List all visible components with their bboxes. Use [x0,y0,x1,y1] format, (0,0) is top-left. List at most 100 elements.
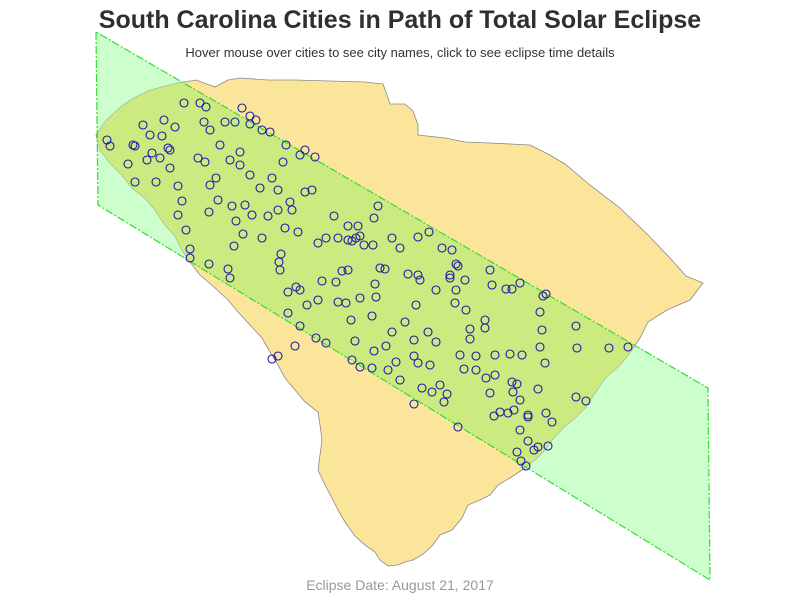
city-marker[interactable] [173,210,183,220]
city-marker[interactable] [273,185,283,195]
city-marker[interactable] [295,150,305,160]
city-marker[interactable] [516,456,526,466]
city-marker[interactable] [387,327,397,337]
city-marker[interactable] [145,130,155,140]
city-marker[interactable] [490,350,500,360]
city-marker[interactable] [547,417,557,427]
city-marker[interactable] [278,157,288,167]
city-marker[interactable] [295,285,305,295]
city-marker[interactable] [215,140,225,150]
city-marker[interactable] [451,285,461,295]
city-marker[interactable] [509,405,519,415]
city-marker[interactable] [445,273,455,283]
city-marker[interactable] [165,163,175,173]
city-marker[interactable] [424,227,434,237]
city-marker[interactable] [572,343,582,353]
city-marker[interactable] [307,185,317,195]
city-marker[interactable] [235,147,245,157]
city-marker[interactable] [571,321,581,331]
city-marker[interactable] [437,243,447,253]
city-marker[interactable] [367,311,377,321]
city-marker[interactable] [138,120,148,130]
city-marker[interactable] [179,98,189,108]
city-marker[interactable] [417,383,427,393]
city-marker[interactable] [290,341,300,351]
city-marker[interactable] [529,445,539,455]
city-marker[interactable] [480,323,490,333]
city-marker[interactable] [147,148,157,158]
city-marker[interactable] [543,441,553,451]
city-marker[interactable] [490,370,500,380]
city-marker[interactable] [310,152,320,162]
city-marker[interactable] [375,263,385,273]
city-marker[interactable] [442,389,452,399]
city-marker[interactable] [204,207,214,217]
city-marker[interactable] [185,253,195,263]
city-marker[interactable] [170,122,180,132]
city-marker[interactable] [461,305,471,315]
city-marker[interactable] [355,293,365,303]
city-marker[interactable] [369,213,379,223]
city-marker[interactable] [368,240,378,250]
city-marker[interactable] [623,342,633,352]
city-marker[interactable] [413,232,423,242]
city-marker[interactable] [321,233,331,243]
city-marker[interactable] [413,270,423,280]
city-marker[interactable] [341,298,351,308]
city-marker[interactable] [535,307,545,317]
city-marker[interactable] [177,196,187,206]
city-marker[interactable] [453,422,463,432]
city-marker[interactable] [281,140,291,150]
city-marker[interactable] [459,364,469,374]
city-marker[interactable] [391,357,401,367]
city-marker[interactable] [503,408,513,418]
city-marker[interactable] [151,177,161,187]
city-marker[interactable] [383,365,393,375]
city-marker[interactable] [540,358,550,368]
city-marker[interactable] [415,275,425,285]
city-marker[interactable] [450,298,460,308]
city-marker[interactable] [508,387,518,397]
city-marker[interactable] [451,259,461,269]
city-marker[interactable] [423,327,433,337]
city-marker[interactable] [227,201,237,211]
city-marker[interactable] [102,135,112,145]
city-marker[interactable] [267,354,277,364]
city-marker[interactable] [331,277,341,287]
city-marker[interactable] [439,397,449,407]
city-marker[interactable] [523,436,533,446]
city-marker[interactable] [350,336,360,346]
city-marker[interactable] [359,240,369,250]
city-marker[interactable] [157,131,167,141]
city-marker[interactable] [230,117,240,127]
city-marker[interactable] [313,295,323,305]
city-marker[interactable] [300,145,310,155]
city-marker[interactable] [213,195,223,205]
city-marker[interactable] [142,155,152,165]
city-marker[interactable] [302,300,312,310]
city-marker[interactable] [515,395,525,405]
city-marker[interactable] [237,103,247,113]
city-marker[interactable] [205,125,215,135]
city-marker[interactable] [409,399,419,409]
city-marker[interactable] [293,227,303,237]
city-marker[interactable] [387,233,397,243]
city-marker[interactable] [395,375,405,385]
city-marker[interactable] [229,241,239,251]
city-marker[interactable] [521,461,531,471]
city-marker[interactable] [435,380,445,390]
city-marker[interactable] [255,183,265,193]
city-marker[interactable] [581,396,591,406]
city-marker[interactable] [223,264,233,274]
city-marker[interactable] [311,333,321,343]
city-marker[interactable] [128,140,138,150]
city-marker[interactable] [517,350,527,360]
city-marker[interactable] [280,223,290,233]
city-marker[interactable] [130,177,140,187]
city-marker[interactable] [220,117,230,127]
city-marker[interactable] [411,300,421,310]
city-marker[interactable] [512,447,522,457]
city-marker[interactable] [425,360,435,370]
city-marker[interactable] [471,365,481,375]
city-marker[interactable] [347,355,357,365]
